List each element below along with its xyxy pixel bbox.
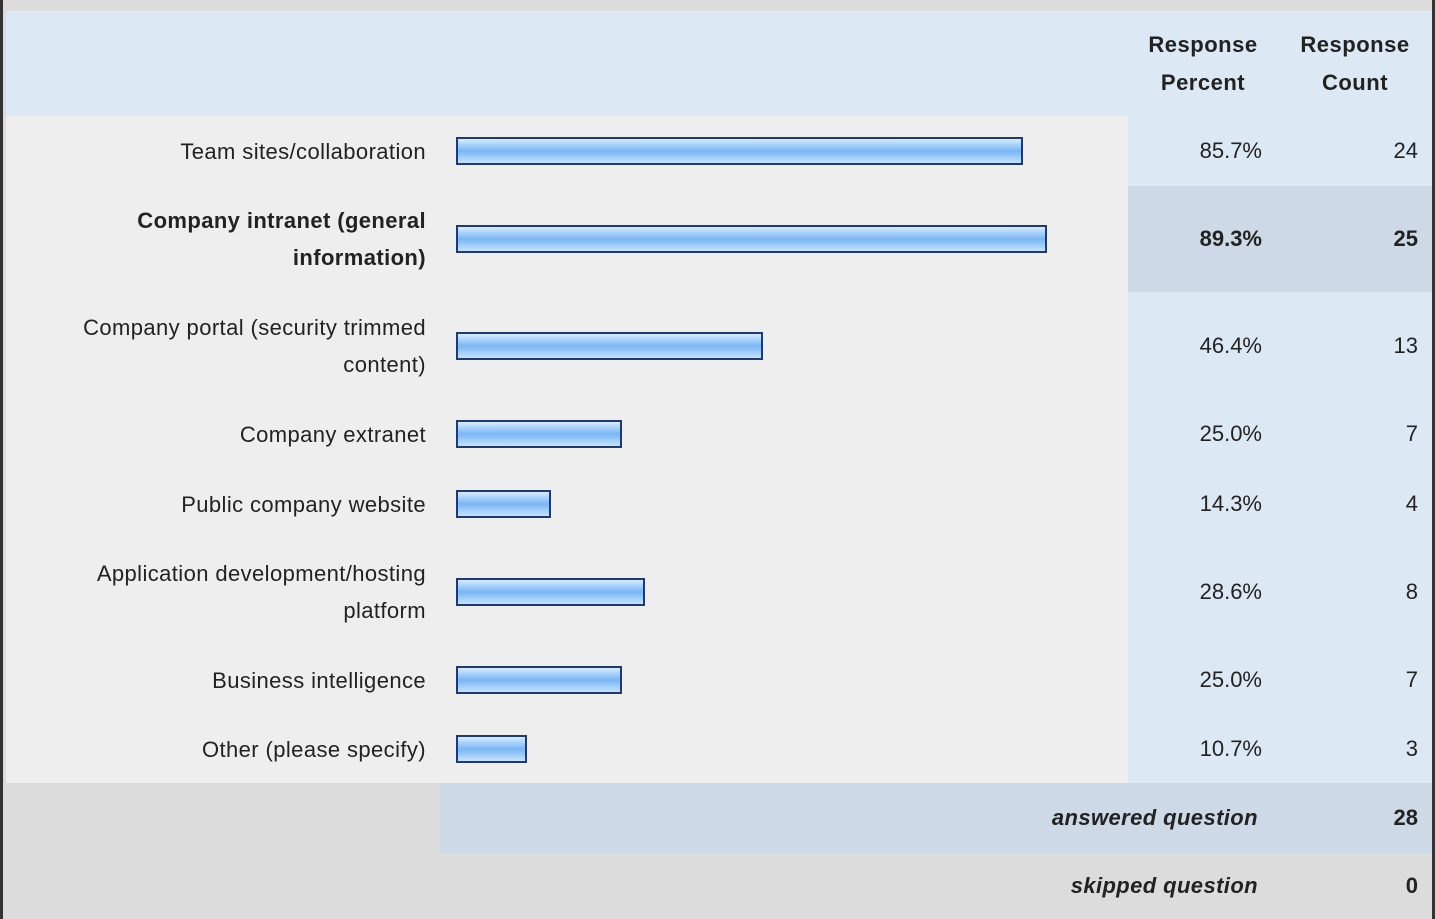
response-bar	[456, 225, 1047, 253]
header-count-line1: Response	[1300, 31, 1410, 57]
response-bar	[456, 331, 763, 360]
answer-row: Application development/hosting platform…	[6, 539, 1432, 645]
answer-label-line1: Company intranet (general	[137, 208, 426, 233]
response-count: 7	[1405, 667, 1418, 692]
count-cell: 24	[1278, 116, 1432, 186]
percent-cell: 14.3%	[1128, 469, 1278, 539]
skipped-row: skipped question 0	[6, 853, 1432, 919]
skipped-label-cell: skipped question	[440, 853, 1278, 919]
response-count: 7	[1405, 421, 1418, 446]
response-count: 4	[1405, 491, 1418, 516]
answered-value-cell: 28	[1278, 783, 1432, 853]
count-cell: 7	[1278, 645, 1432, 715]
answer-label: Business intelligence	[212, 667, 426, 693]
response-bar	[456, 490, 551, 518]
response-percent: 28.6%	[1199, 579, 1262, 604]
answer-row: Company portal (security trimmed content…	[6, 292, 1432, 399]
answer-row: Company extranet 25.0% 7	[6, 399, 1432, 469]
count-cell: 13	[1278, 292, 1432, 399]
response-percent: 25.0%	[1199, 421, 1262, 446]
percent-cell: 10.7%	[1128, 715, 1278, 783]
answer-label-cell: Public company website	[6, 469, 456, 539]
response-count: 25	[1393, 226, 1418, 251]
count-cell: 25	[1278, 186, 1432, 292]
header-count-line2: Count	[1321, 69, 1389, 95]
answer-label: Company extranet	[239, 421, 426, 447]
answer-label-line2: content)	[343, 351, 426, 377]
answer-row: Public company website 14.3% 4	[6, 469, 1432, 539]
bar-cell	[456, 116, 1128, 186]
bar-cell	[456, 186, 1128, 292]
skipped-value: 0	[1405, 873, 1418, 898]
answer-row: Company intranet (general information) 8…	[6, 186, 1432, 292]
count-cell: 4	[1278, 469, 1432, 539]
response-count: 8	[1405, 579, 1418, 604]
answer-label: Application development/hosting platform	[97, 555, 426, 629]
header-response-count: Response Count	[1278, 11, 1432, 116]
response-bar	[456, 420, 622, 448]
answer-label-line2: information)	[292, 245, 426, 270]
answer-label-cell: Company portal (security trimmed content…	[6, 292, 456, 399]
bar-cell	[456, 715, 1128, 783]
answer-row: Team sites/collaboration 85.7% 24	[6, 116, 1432, 186]
response-percent: 85.7%	[1199, 138, 1262, 163]
response-percent: 89.3%	[1199, 226, 1262, 251]
summary-spacer	[6, 853, 440, 919]
response-percent: 14.3%	[1199, 491, 1262, 516]
percent-cell: 25.0%	[1128, 645, 1278, 715]
skipped-label: skipped question	[1070, 873, 1258, 898]
header-percent-line2: Percent	[1160, 69, 1246, 95]
answer-label-cell: Business intelligence	[6, 645, 456, 715]
response-bar	[456, 578, 645, 606]
response-count: 13	[1393, 332, 1418, 358]
count-cell: 7	[1278, 399, 1432, 469]
percent-cell: 85.7%	[1128, 116, 1278, 186]
skipped-value-cell: 0	[1278, 853, 1432, 919]
count-cell: 8	[1278, 539, 1432, 645]
answer-row: Other (please specify) 10.7% 3	[6, 715, 1432, 783]
table-header: Response Percent Response Count	[6, 11, 1432, 116]
answer-label-cell: Company intranet (general information)	[6, 186, 456, 292]
response-percent: 25.0%	[1199, 667, 1262, 692]
answered-label: answered question	[1051, 805, 1258, 830]
answer-label-cell: Company extranet	[6, 399, 456, 469]
answer-label-cell: Team sites/collaboration	[6, 116, 456, 186]
count-cell: 3	[1278, 715, 1432, 783]
percent-cell: 25.0%	[1128, 399, 1278, 469]
response-percent: 46.4%	[1199, 332, 1262, 358]
bar-cell	[456, 539, 1128, 645]
header-response-percent: Response Percent	[1128, 11, 1278, 116]
answer-label: Company portal (security trimmed content…	[83, 309, 426, 383]
answer-label-line1: Application development/hosting	[96, 561, 426, 586]
answer-label-line1: Company portal (security trimmed	[83, 314, 426, 340]
response-bar	[456, 666, 622, 694]
bar-cell	[456, 292, 1128, 399]
bar-cell	[456, 399, 1128, 469]
answered-label-cell: answered question	[440, 783, 1278, 853]
answer-label: Other (please specify)	[202, 736, 426, 762]
answered-row: answered question 28	[6, 783, 1432, 853]
answer-label: Public company website	[181, 491, 426, 517]
response-percent: 10.7%	[1199, 736, 1262, 761]
response-bar	[456, 137, 1023, 165]
bar-cell	[456, 645, 1128, 715]
header-percent-line1: Response	[1148, 31, 1258, 57]
answer-label-cell: Other (please specify)	[6, 715, 456, 783]
answer-label: Team sites/collaboration	[180, 138, 426, 164]
percent-cell: 46.4%	[1128, 292, 1278, 399]
response-count: 24	[1393, 138, 1418, 163]
answer-label: Company intranet (general information)	[137, 202, 426, 276]
percent-cell: 89.3%	[1128, 186, 1278, 292]
response-bar	[456, 735, 527, 763]
percent-cell: 28.6%	[1128, 539, 1278, 645]
answer-label-cell: Application development/hosting platform	[6, 539, 456, 645]
bar-cell	[456, 469, 1128, 539]
answered-value: 28	[1393, 805, 1418, 830]
response-count: 3	[1405, 736, 1418, 761]
answer-label-line2: platform	[343, 598, 426, 623]
summary-spacer	[6, 783, 440, 853]
answer-row: Business intelligence 25.0% 7	[6, 645, 1432, 715]
